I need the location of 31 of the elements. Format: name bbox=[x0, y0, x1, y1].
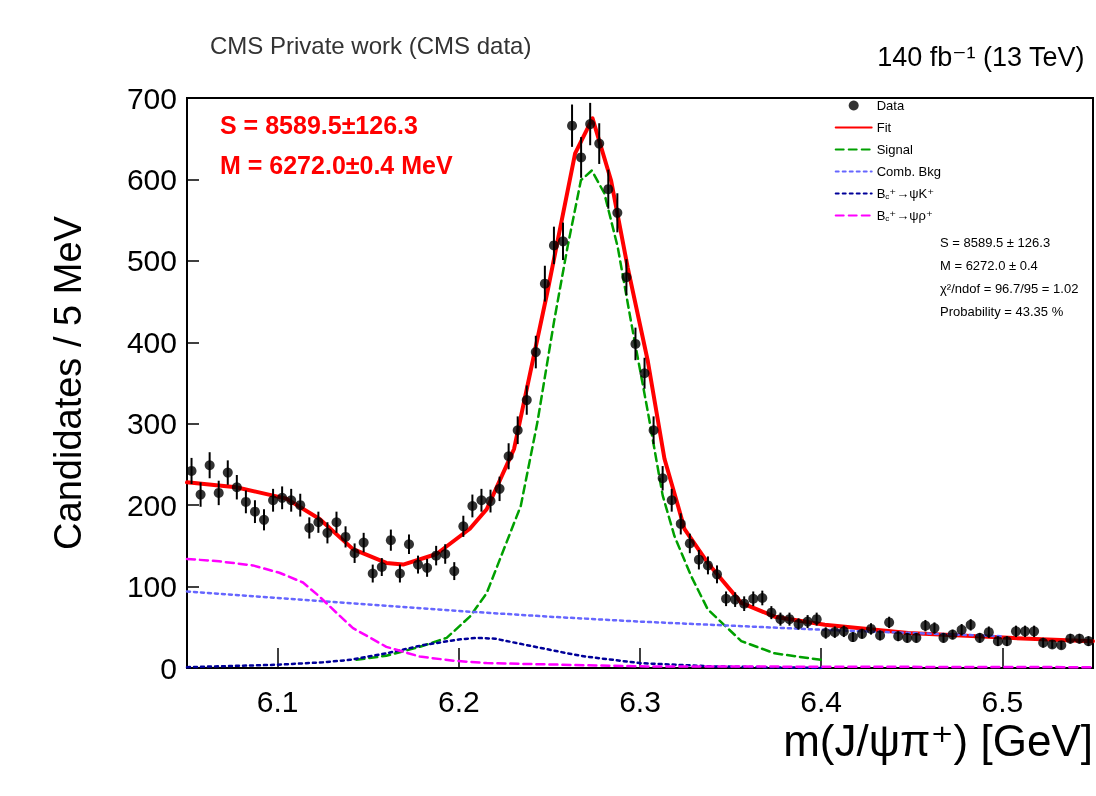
legend-label: Bc⁺→ψK⁺ bbox=[876, 186, 935, 201]
x-axis-title: m(J/ψπ⁺) [GeV] bbox=[783, 715, 1093, 765]
annotation: M = 6272.0 ± 0.4 bbox=[940, 258, 1038, 273]
y-tick-label: 0 bbox=[160, 651, 177, 685]
x-tick-label: 6.1 bbox=[256, 684, 299, 718]
x-tick-label: 6.4 bbox=[800, 684, 843, 718]
chart-title: CMS Private work (CMS data) bbox=[210, 31, 532, 59]
legend-label: Signal bbox=[876, 142, 913, 157]
legend-label: Comb. Bkg bbox=[876, 164, 942, 179]
y-axis-title: Candidates / 5 MeV bbox=[47, 215, 89, 550]
y-tick-label: 400 bbox=[126, 325, 177, 359]
y-tick-label: 500 bbox=[126, 244, 177, 278]
legend-label: Fit bbox=[876, 120, 892, 135]
x-tick-label: 6.2 bbox=[437, 684, 480, 718]
y-tick-label: 100 bbox=[126, 570, 177, 604]
annotation: S = 8589.5 ± 126.3 bbox=[940, 235, 1051, 250]
y-tick-label: 700 bbox=[126, 81, 177, 115]
chart-subtitle: 140 fb⁻¹ (13 TeV) bbox=[877, 41, 1085, 72]
legend-label: Data bbox=[876, 98, 905, 113]
y-tick-label: 200 bbox=[126, 488, 177, 522]
annotation: S = 8589.5±126.3 bbox=[220, 110, 418, 139]
y-tick-label: 300 bbox=[126, 407, 177, 441]
x-tick-label: 6.5 bbox=[981, 684, 1024, 718]
annotation: χ²/ndof = 96.7/95 = 1.02 bbox=[940, 281, 1079, 296]
y-tick-label: 600 bbox=[126, 162, 177, 196]
line-series bbox=[185, 636, 823, 670]
line-series bbox=[185, 557, 1095, 669]
legend-label: Bc⁺→ψρ⁺ bbox=[876, 208, 933, 223]
annotation: Probability = 43.35 % bbox=[940, 304, 1064, 319]
x-tick-label: 6.3 bbox=[619, 684, 661, 718]
annotation: M = 6272.0±0.4 MeV bbox=[220, 150, 453, 179]
